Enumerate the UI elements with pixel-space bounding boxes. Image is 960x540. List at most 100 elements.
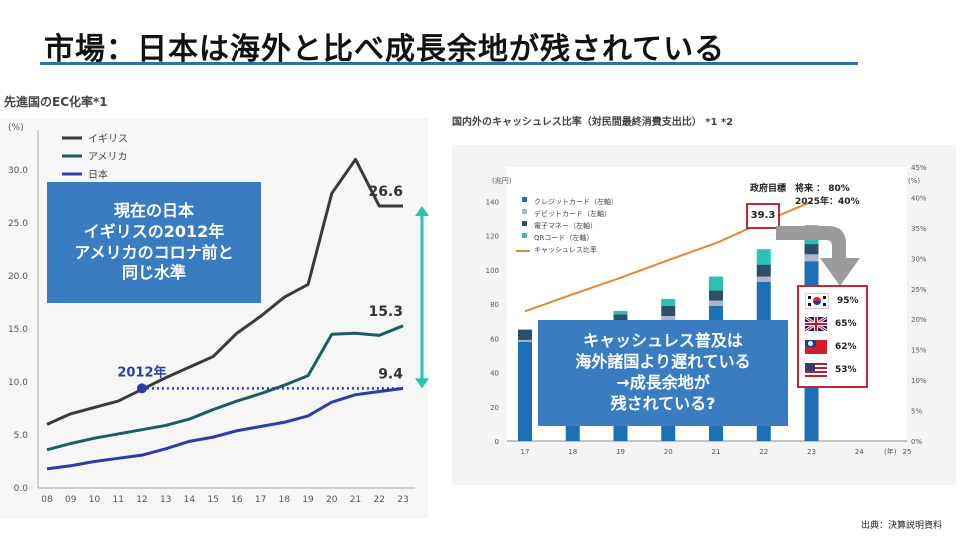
y-tick-label: 15.0 bbox=[8, 325, 28, 335]
bar-segment-1 bbox=[756, 276, 771, 282]
usa-flag-icon bbox=[805, 363, 827, 377]
source-note: 出典：決算説明資料 bbox=[860, 521, 942, 531]
japan-status-callout: 現在の日本 イギリスの2012年 アメリカのコロナ前と 同じ水準 bbox=[47, 182, 261, 303]
y-left-unit: (兆円) bbox=[492, 176, 512, 185]
bar-segment-1 bbox=[518, 339, 532, 342]
legend-label: QRコード（左軸） bbox=[534, 233, 593, 242]
y-right-tick: 10% bbox=[911, 377, 927, 385]
y-right-tick: 5% bbox=[911, 408, 922, 416]
title-underline bbox=[40, 62, 858, 65]
y-unit-label: (%) bbox=[8, 123, 24, 133]
y-tick-label: 20.0 bbox=[8, 272, 28, 282]
y-right-tick: 15% bbox=[911, 347, 927, 355]
bar-segment-2 bbox=[709, 290, 723, 301]
flag-value: 53% bbox=[835, 365, 857, 375]
end-value-label: 26.6 bbox=[368, 184, 403, 200]
callout-line: 同じ水準 bbox=[121, 263, 186, 283]
legend-swatch bbox=[522, 221, 527, 226]
legend-swatch bbox=[522, 197, 527, 202]
legend-label: クレジットカード（左軸） bbox=[534, 197, 618, 206]
bar-segment-3 bbox=[709, 276, 723, 291]
flag-row-uk: 65% bbox=[805, 315, 863, 333]
x-tick-label: 20 bbox=[664, 448, 673, 456]
legend-label: キャッシュレス比率 bbox=[534, 245, 597, 254]
bar-segment-2 bbox=[804, 244, 819, 255]
page-title: 市場：日本は海外と比べ成長余地が残されている bbox=[44, 32, 726, 67]
x-tick-label: 20 bbox=[326, 495, 338, 505]
end-value-label: 15.3 bbox=[368, 304, 403, 320]
x-tick-label: 12 bbox=[136, 495, 147, 505]
flag-value: 65% bbox=[835, 319, 857, 329]
y-tick-label: 30.0 bbox=[8, 166, 28, 176]
callout-line: →成長余地が bbox=[616, 373, 710, 392]
taiwan-flag-icon bbox=[805, 340, 827, 354]
y-left-tick: 60 bbox=[490, 335, 499, 343]
y-left-tick: 140 bbox=[486, 198, 499, 206]
x-tick-label: 21 bbox=[350, 495, 361, 505]
legend-label: 電子マネー（左軸） bbox=[534, 221, 597, 230]
bar-segment-1 bbox=[804, 254, 819, 262]
x-tick-label: 09 bbox=[65, 495, 77, 505]
x-tick-label: 10 bbox=[89, 495, 101, 505]
left-chart-title: 先進国のEC化率*1 bbox=[4, 95, 108, 109]
arrow-to-flags-icon bbox=[776, 226, 860, 286]
y-tick-label: 25.0 bbox=[8, 219, 28, 229]
right-chart-title: 国内外のキャッシュレス比率（対民間最終消費支出比） *1 *2 bbox=[452, 117, 734, 128]
bar-segment-0 bbox=[518, 341, 532, 441]
callout-line: 海外諸国より遅れている bbox=[575, 352, 751, 372]
series-line-2 bbox=[46, 386, 404, 471]
x-tick-label: 23 bbox=[807, 448, 816, 456]
marker-label: 2012年 bbox=[117, 364, 166, 380]
y-tick-label: 0.0 bbox=[14, 484, 29, 494]
y-left-tick: 0 bbox=[495, 438, 499, 446]
y-tick-label: 10.0 bbox=[8, 378, 28, 388]
y-left-tick: 40 bbox=[490, 370, 499, 378]
x-tick-label: 18 bbox=[279, 495, 291, 505]
legend-swatch bbox=[522, 209, 527, 214]
x-tick-label: 08 bbox=[41, 495, 53, 505]
flag-row-korea: 95% bbox=[805, 292, 863, 310]
bar-segment-3 bbox=[613, 310, 628, 315]
series-line-1 bbox=[46, 324, 404, 452]
legend-label: イギリス bbox=[88, 133, 128, 145]
callout-line: アメリカのコロナ前と bbox=[74, 242, 234, 262]
x-tick-label: 25 bbox=[903, 448, 912, 456]
x-tick-label: 19 bbox=[302, 495, 314, 505]
x-tick-label: 19 bbox=[616, 448, 625, 456]
callout-line: 残されている? bbox=[610, 393, 716, 413]
bar-segment-2 bbox=[661, 305, 676, 316]
x-unit: (年) bbox=[884, 447, 897, 456]
y-right-tick: 0% bbox=[911, 438, 922, 446]
legend-label: 日本 bbox=[88, 168, 108, 181]
uk-flag-icon bbox=[805, 317, 827, 331]
x-tick-label: 22 bbox=[759, 448, 768, 456]
y-right-tick: 40% bbox=[911, 194, 927, 202]
y-right-tick: 30% bbox=[911, 255, 927, 263]
x-tick-label: 14 bbox=[184, 495, 196, 505]
x-tick-label: 18 bbox=[568, 448, 577, 456]
goal-2025: 2025年：40% bbox=[795, 197, 860, 207]
callout-line: キャッシュレス普及は bbox=[583, 331, 743, 351]
bar-segment-1 bbox=[709, 300, 723, 306]
flag-row-taiwan: 62% bbox=[805, 338, 863, 356]
flag-value: 62% bbox=[835, 342, 857, 352]
y-left-tick: 100 bbox=[486, 267, 499, 275]
y-right-tick: 20% bbox=[911, 316, 927, 324]
gap-arrow-head-down bbox=[415, 378, 429, 389]
cashless-bar-chart: (兆円) (%) (年) 0 20 40 60 80 100 120 140 0% 5% 10% 15% 20… bbox=[452, 145, 956, 485]
bar-segment-2 bbox=[613, 314, 628, 325]
legend-label: アメリカ bbox=[88, 151, 128, 163]
ec-rate-line-chart: (%) 0.0 5.0 10.0 15.0 20.0 25.0 30.0 08 09 10 11 12 1… bbox=[0, 118, 429, 518]
bar-segment-3 bbox=[661, 298, 676, 306]
x-tick-label: 15 bbox=[207, 495, 218, 505]
bar-segment-3 bbox=[756, 249, 771, 265]
x-tick-label: 17 bbox=[521, 448, 530, 456]
y-tick-label: 5.0 bbox=[14, 431, 29, 441]
callout-line: 現在の日本 bbox=[113, 200, 194, 220]
goal-label: 政府目標 bbox=[750, 184, 787, 194]
flag-value: 95% bbox=[837, 296, 859, 306]
callout-line: イギリスの2012年 bbox=[83, 221, 225, 241]
korea-flag-icon bbox=[805, 293, 829, 309]
y-left-tick: 20 bbox=[490, 404, 499, 412]
y-right-tick: 45% bbox=[911, 164, 927, 172]
